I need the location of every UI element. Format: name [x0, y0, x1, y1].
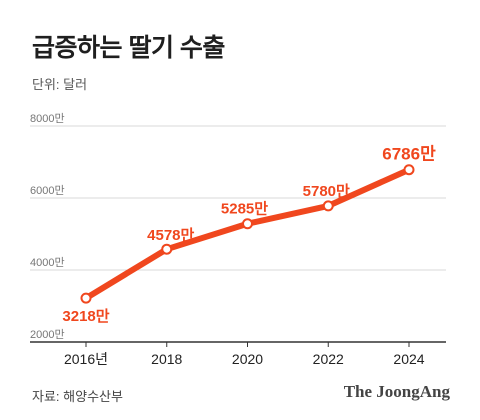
chart-title: 급증하는 딸기 수출: [32, 34, 225, 62]
source-note: 자료: 해양수산부: [32, 389, 123, 404]
y-tick-label: 2000만: [30, 328, 65, 341]
y-tick-label: 8000만: [30, 112, 65, 125]
data-point: [80, 292, 92, 304]
unit-label: 단위: 달러: [32, 77, 88, 92]
data-label: 5285만: [221, 201, 268, 218]
data-point: [161, 243, 173, 255]
data-point: [403, 164, 415, 176]
data-label: 3218만: [62, 308, 109, 325]
series-line: [83, 166, 412, 302]
x-tick-label: 2024: [393, 351, 424, 367]
x-tick-label: 2016년: [64, 351, 108, 367]
data-label: 6786만: [382, 145, 436, 164]
x-tick-label: 2022: [313, 351, 344, 367]
y-tick-label: 4000만: [30, 256, 65, 269]
x-tick-label: 2018: [151, 351, 182, 367]
brand-logo: The JoongAng: [343, 382, 450, 401]
data-point: [322, 200, 334, 212]
data-label: 4578만: [147, 227, 194, 244]
y-tick-label: 6000만: [30, 184, 65, 197]
data-label: 5780만: [303, 183, 350, 200]
x-tick-label: 2020: [232, 351, 263, 367]
data-point: [242, 218, 253, 230]
